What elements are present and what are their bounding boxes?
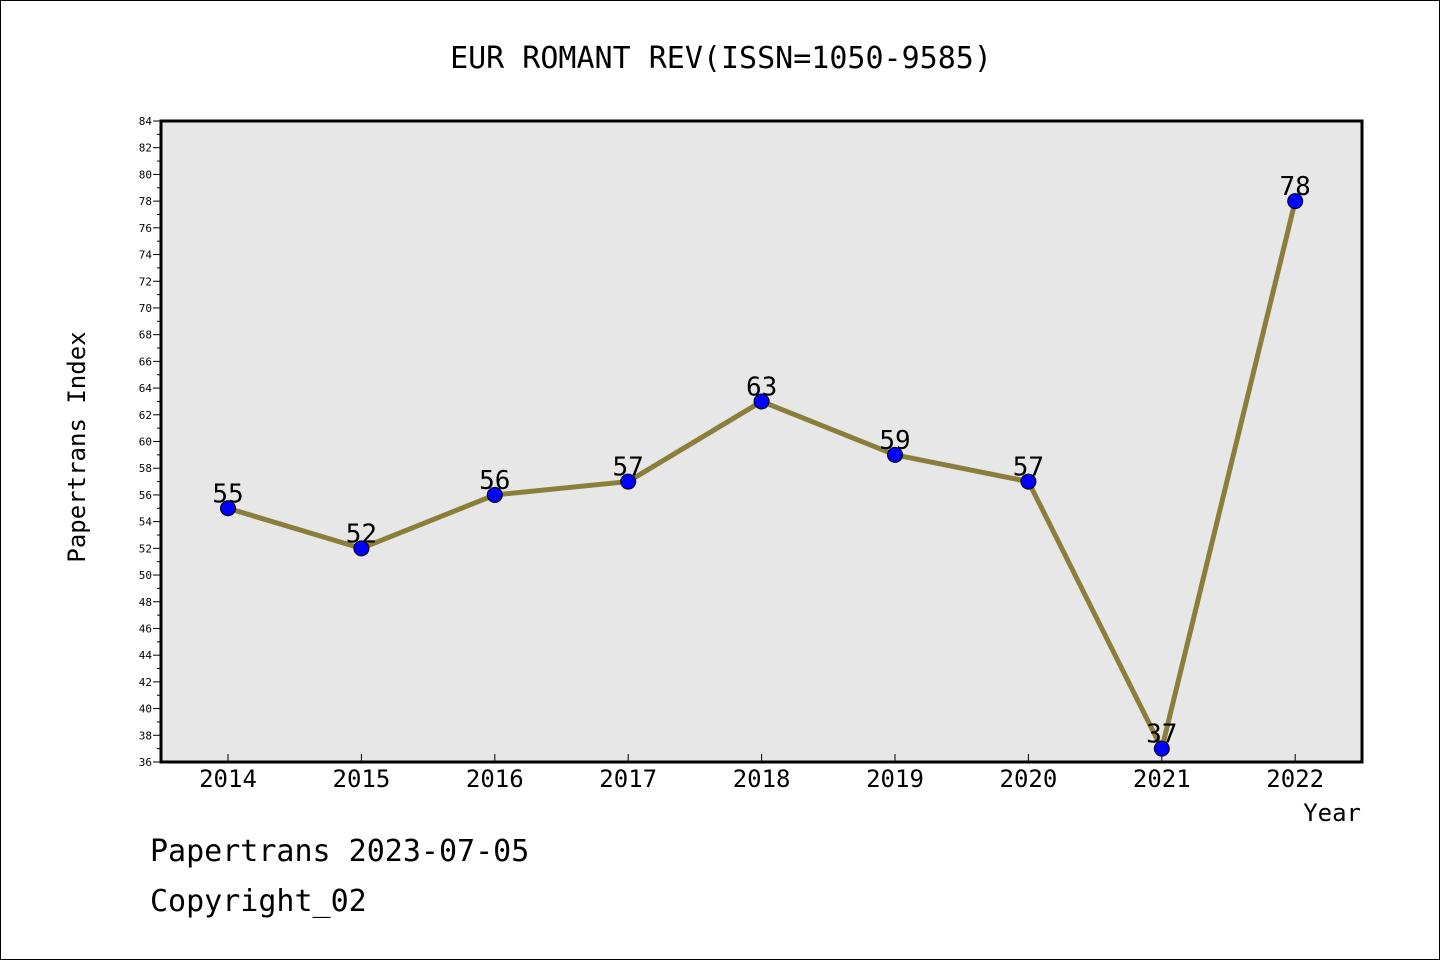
x-tick-label: 2019: [866, 765, 924, 793]
data-label-2016: 56: [479, 466, 510, 496]
data-label-2019: 59: [879, 426, 910, 456]
y-tick-label: 58: [139, 462, 152, 475]
y-tick-label: 72: [139, 275, 152, 288]
data-label-2017: 57: [613, 453, 644, 483]
x-tick-label: 2014: [199, 765, 257, 793]
data-labels: 55 52 56 57 63 59 57 37 78: [212, 172, 1311, 750]
plot-area: [159, 119, 1364, 764]
data-label-2022: 78: [1280, 172, 1311, 202]
y-tick-label: 38: [139, 729, 152, 742]
data-label-2014: 55: [212, 479, 243, 509]
data-point-2017: [620, 473, 637, 490]
y-tick-label: 52: [139, 542, 152, 555]
data-point-2019: [887, 446, 903, 463]
y-tick-label: 54: [139, 516, 153, 529]
y-tick-label: 56: [139, 489, 152, 502]
x-tick-label: 2021: [1133, 765, 1191, 793]
y-tick-label: 44: [139, 649, 153, 662]
data-point-2022: [1287, 193, 1304, 210]
y-axis-label: Papertrans Index: [63, 331, 91, 562]
x-axis: 2014 2015 2016 2017 2018 2019 2020 2021 2022: [199, 754, 1324, 793]
chart-title: EUR ROMANT REV(ISSN=1050-9585): [450, 41, 992, 76]
x-tick-label: 2015: [333, 765, 391, 793]
y-tick-label: 74: [139, 249, 153, 262]
y-tick-label: 68: [139, 329, 152, 342]
data-label-2021: 37: [1146, 720, 1177, 750]
x-tick-label: 2022: [1266, 765, 1324, 793]
y-tick-label: 42: [139, 676, 152, 689]
y-tick-label: 60: [139, 436, 152, 449]
y-tick-label: 78: [139, 195, 152, 208]
y-tick-label: 36: [139, 756, 152, 769]
y-tick-label: 62: [139, 409, 152, 422]
data-point-2018: [753, 393, 770, 410]
y-tick-label: 82: [139, 142, 152, 155]
data-label-2015: 52: [346, 519, 377, 549]
data-label-2020: 57: [1013, 453, 1044, 483]
y-tick-label: 76: [139, 222, 152, 235]
y-axis: 36 38 40 42 44 46 48 50 52 54 56 58 60 62 64 66 68 70 72 74…: [139, 115, 161, 769]
y-tick-label: 48: [139, 596, 152, 609]
data-point-2016: [486, 486, 503, 503]
y-tick-label: 84: [139, 115, 153, 128]
x-tick-label: 2020: [1000, 765, 1058, 793]
series-line: [220, 193, 1304, 757]
x-tick-label: 2016: [466, 765, 524, 793]
data-point-2021: [1153, 740, 1170, 757]
data-point-2020: [1020, 473, 1037, 490]
y-tick-label: 64: [139, 382, 153, 395]
x-tick-label: 2017: [599, 765, 657, 793]
y-tick-label: 46: [139, 622, 152, 635]
data-point-2015: [353, 540, 370, 557]
data-point-2014: [220, 500, 236, 517]
y-tick-label: 70: [139, 302, 152, 315]
data-label-2018: 63: [746, 372, 777, 402]
y-tick-label: 80: [139, 168, 152, 181]
y-tick-label: 40: [139, 703, 152, 716]
footer-date-text: Papertrans 2023-07-05: [150, 834, 530, 869]
y-tick-label: 66: [139, 355, 152, 368]
footer-copyright-text: Copyright_02: [150, 884, 367, 919]
x-axis-label: Year: [1303, 799, 1361, 827]
x-tick-label: 2018: [733, 765, 791, 793]
y-tick-label: 50: [139, 569, 152, 582]
